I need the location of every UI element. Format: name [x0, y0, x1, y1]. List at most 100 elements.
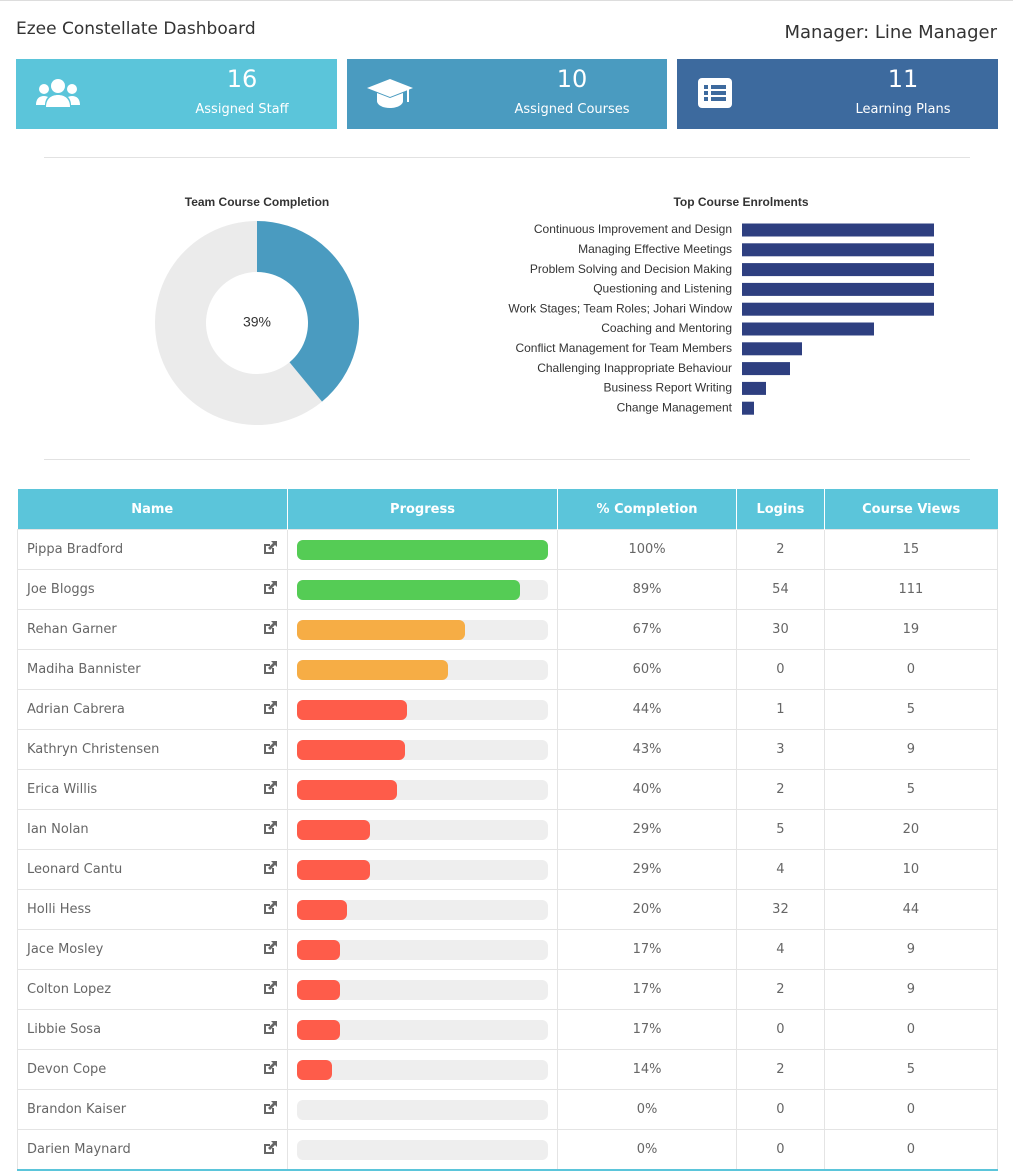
progress-bar — [297, 539, 548, 560]
staff-name: Joe Bloggs — [27, 582, 95, 597]
progress-track — [297, 779, 548, 800]
open-link-icon[interactable] — [262, 660, 278, 676]
table-row: Joe Bloggs 89% 54 111 — [17, 569, 999, 610]
name-cell: Jace Mosley — [17, 929, 288, 970]
logins-cell: 54 — [736, 569, 825, 610]
staff-name: Colton Lopez — [27, 982, 112, 997]
completion-cell: 44% — [556, 689, 738, 730]
views-cell: 20 — [823, 809, 999, 850]
table-row: Rehan Garner 67% 30 19 — [17, 609, 999, 650]
progress-cell — [287, 1049, 558, 1090]
divider — [44, 157, 970, 158]
name-cell: Pippa Bradford — [17, 529, 288, 570]
staff-name: Brandon Kaiser — [27, 1102, 127, 1117]
name-cell: Joe Bloggs — [17, 569, 288, 610]
logins-cell: 4 — [736, 849, 825, 890]
open-link-icon[interactable] — [262, 940, 278, 956]
staff-name: Holli Hess — [27, 902, 92, 917]
staff-name: Pippa Bradford — [27, 542, 124, 557]
stat-value: 16 — [226, 65, 258, 93]
staff-name: Rehan Garner — [27, 622, 117, 637]
open-link-icon[interactable] — [262, 1020, 278, 1036]
courses-icon — [367, 79, 413, 108]
progress-track — [297, 859, 548, 880]
progress-cell — [287, 769, 558, 810]
open-link-icon[interactable] — [262, 820, 278, 836]
progress-bar — [297, 699, 408, 720]
progress-track — [297, 539, 548, 560]
name-cell: Rehan Garner — [17, 609, 288, 650]
name-cell: Ian Nolan — [17, 809, 288, 850]
name-cell: Brandon Kaiser — [17, 1089, 288, 1130]
column-header: % Completion — [556, 489, 737, 530]
column-header: Course Views — [823, 489, 998, 530]
donut-rest — [155, 221, 323, 425]
open-link-icon[interactable] — [262, 1140, 278, 1156]
chart-title: Team Course Completion — [185, 195, 329, 209]
open-link-icon[interactable] — [262, 1100, 278, 1116]
progress-track — [297, 659, 548, 680]
progress-bar — [297, 859, 370, 880]
stat-label: Assigned Staff — [195, 102, 289, 117]
progress-track — [297, 1019, 548, 1040]
category-label: Business Report Writing — [604, 381, 733, 395]
table-row: Libbie Sosa 17% 0 0 — [17, 1009, 999, 1050]
logins-cell: 0 — [736, 1089, 825, 1130]
progress-cell — [287, 1089, 558, 1130]
views-cell: 10 — [823, 849, 999, 890]
progress-bar — [297, 819, 370, 840]
logins-cell: 5 — [736, 809, 825, 850]
progress-cell — [287, 689, 558, 730]
completion-cell: 89% — [556, 569, 738, 610]
column-header: Name — [17, 489, 288, 530]
progress-track — [297, 819, 548, 840]
completion-cell: 29% — [556, 809, 738, 850]
chart-title: Top Course Enrolments — [673, 195, 808, 209]
stat-value: 10 — [556, 65, 588, 93]
open-link-icon[interactable] — [262, 540, 278, 556]
stat-card: 16 Assigned Staff — [16, 59, 337, 129]
open-link-icon[interactable] — [262, 620, 278, 636]
table-row: Colton Lopez 17% 2 9 — [17, 969, 999, 1010]
progress-cell — [287, 609, 558, 650]
name-cell: Erica Willis — [17, 769, 288, 810]
open-link-icon[interactable] — [262, 700, 278, 716]
logins-cell: 0 — [736, 1009, 825, 1050]
open-link-icon[interactable] — [262, 1060, 278, 1076]
header-row: Name Progress% Completion Logins Course Vie… — [17, 489, 998, 530]
completion-cell: 29% — [556, 849, 738, 890]
completion-cell: 100% — [556, 529, 738, 570]
table-row: Ian Nolan 29% 5 20 — [17, 809, 999, 850]
open-link-icon[interactable] — [262, 900, 278, 916]
views-cell: 0 — [823, 1009, 999, 1050]
category-label: Work Stages; Team Roles; Johari Window — [508, 301, 732, 315]
name-cell: Holli Hess — [17, 889, 288, 930]
name-cell: Colton Lopez — [17, 969, 288, 1010]
open-link-icon[interactable] — [262, 740, 278, 756]
views-cell: 19 — [823, 609, 999, 650]
bar — [742, 282, 934, 296]
table-row: Leonard Cantu 29% 4 10 — [17, 849, 999, 890]
progress-bar — [297, 659, 448, 680]
progress-cell — [287, 849, 558, 890]
progress-bar — [297, 779, 398, 800]
progress-bar — [297, 619, 466, 640]
progress-track — [297, 1059, 548, 1080]
stat-label: Learning Plans — [855, 102, 951, 117]
progress-bar — [297, 979, 340, 1000]
staff-icon — [36, 79, 80, 107]
open-link-icon[interactable] — [262, 580, 278, 596]
bar — [742, 381, 766, 395]
category-label: Challenging Inappropriate Behaviour — [537, 361, 732, 375]
open-link-icon[interactable] — [262, 980, 278, 996]
progress-cell — [287, 649, 558, 690]
open-link-icon[interactable] — [262, 860, 278, 876]
logins-cell: 3 — [736, 729, 825, 770]
completion-cell: 17% — [556, 1009, 738, 1050]
category-label: Change Management — [617, 400, 733, 414]
open-link-icon[interactable] — [262, 780, 278, 796]
progress-bar — [297, 939, 340, 960]
bar — [742, 243, 934, 257]
progress-track — [297, 1099, 548, 1120]
progress-bar — [297, 579, 521, 600]
